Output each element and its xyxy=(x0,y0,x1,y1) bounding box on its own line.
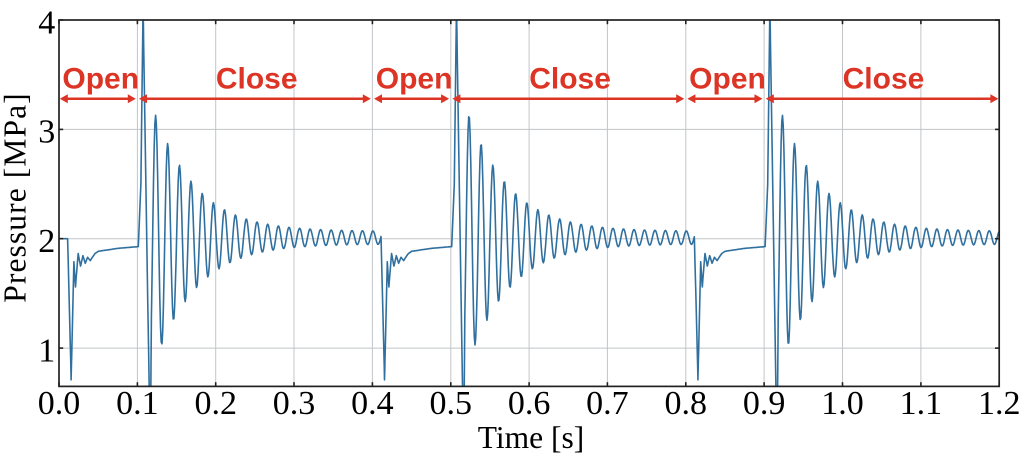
svg-text:0.1: 0.1 xyxy=(116,385,159,422)
svg-text:0.7: 0.7 xyxy=(586,385,629,422)
svg-text:Close: Close xyxy=(529,62,611,95)
svg-text:1: 1 xyxy=(38,332,55,369)
svg-text:1.2: 1.2 xyxy=(978,385,1021,422)
svg-text:Pressure [MPa]: Pressure [MPa] xyxy=(0,92,33,303)
svg-text:0.3: 0.3 xyxy=(273,385,316,422)
svg-text:3: 3 xyxy=(38,114,55,151)
svg-text:0.0: 0.0 xyxy=(38,385,81,422)
svg-text:Close: Close xyxy=(216,62,298,95)
svg-text:0.9: 0.9 xyxy=(743,385,786,422)
svg-text:Open: Open xyxy=(62,62,139,95)
svg-text:1.0: 1.0 xyxy=(821,385,864,422)
svg-text:0.8: 0.8 xyxy=(665,385,708,422)
svg-text:0.2: 0.2 xyxy=(194,385,237,422)
svg-text:2: 2 xyxy=(38,223,55,260)
svg-text:Close: Close xyxy=(843,62,925,95)
svg-text:0.4: 0.4 xyxy=(351,385,394,422)
svg-text:Open: Open xyxy=(689,62,766,95)
svg-text:1.1: 1.1 xyxy=(900,385,943,422)
svg-text:0.5: 0.5 xyxy=(430,385,473,422)
svg-text:0.6: 0.6 xyxy=(508,385,551,422)
svg-text:4: 4 xyxy=(38,4,55,41)
svg-text:Time [s]: Time [s] xyxy=(478,420,584,455)
svg-text:Open: Open xyxy=(376,62,453,95)
